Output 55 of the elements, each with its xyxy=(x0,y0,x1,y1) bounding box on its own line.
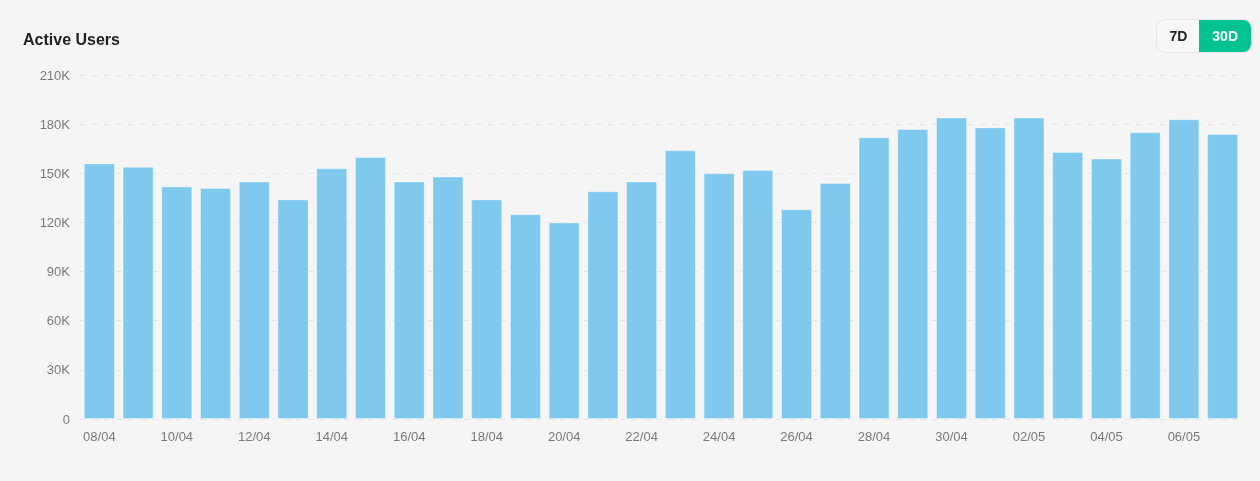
x-tick-label: 22/04 xyxy=(625,429,658,444)
range-toggle: 7D 30D xyxy=(1156,19,1252,53)
bar xyxy=(548,222,580,419)
bar xyxy=(122,166,154,419)
bar xyxy=(83,163,115,419)
bar xyxy=(1129,132,1161,419)
bar xyxy=(509,214,541,419)
bar xyxy=(664,150,696,419)
bar xyxy=(1052,151,1084,419)
x-tick-label: 12/04 xyxy=(238,429,271,444)
x-tick-label: 30/04 xyxy=(935,429,968,444)
bar xyxy=(393,181,425,419)
x-tick-label: 18/04 xyxy=(470,429,503,444)
bar xyxy=(858,137,890,419)
x-tick-label: 10/04 xyxy=(160,429,194,444)
bar xyxy=(277,199,309,419)
bar xyxy=(742,170,774,419)
x-tick-label: 06/05 xyxy=(1167,429,1201,444)
y-tick-label: 120K xyxy=(39,214,71,230)
bar xyxy=(1013,117,1045,419)
bar xyxy=(587,191,619,419)
y-tick-label: 180K xyxy=(39,116,71,132)
bar xyxy=(161,186,193,419)
bar xyxy=(781,209,813,419)
bar xyxy=(316,168,348,419)
x-tick-label: 02/05 xyxy=(1012,429,1046,444)
x-tick-label: 16/04 xyxy=(392,429,426,444)
bar xyxy=(355,156,386,419)
bar xyxy=(1168,119,1200,419)
bar xyxy=(1090,158,1122,419)
bar xyxy=(819,183,851,419)
y-tick-label: 0 xyxy=(62,411,70,427)
y-tick-label: 90K xyxy=(46,264,71,280)
bar xyxy=(897,129,929,419)
bar xyxy=(471,199,503,419)
chart-title: Active Users xyxy=(23,30,121,48)
y-tick-label: 30K xyxy=(46,362,71,378)
x-tick-label: 26/04 xyxy=(780,429,813,444)
bar xyxy=(432,176,464,419)
x-tick-label: 20/04 xyxy=(547,429,581,444)
x-tick-label: 08/04 xyxy=(83,429,116,444)
bar xyxy=(1207,133,1239,419)
bar xyxy=(238,181,270,419)
x-tick-label: 28/04 xyxy=(857,429,891,444)
x-tick-label: 04/05 xyxy=(1090,429,1123,444)
bar xyxy=(626,181,658,419)
bar xyxy=(703,173,735,419)
x-tick-label: 14/04 xyxy=(315,429,349,444)
bar xyxy=(200,188,232,419)
x-tick-label: 24/04 xyxy=(702,429,736,444)
bar xyxy=(974,127,1006,419)
y-tick-label: 60K xyxy=(46,313,71,329)
bar xyxy=(936,117,967,419)
y-tick-label: 210K xyxy=(39,67,71,83)
y-tick-label: 150K xyxy=(39,165,71,181)
